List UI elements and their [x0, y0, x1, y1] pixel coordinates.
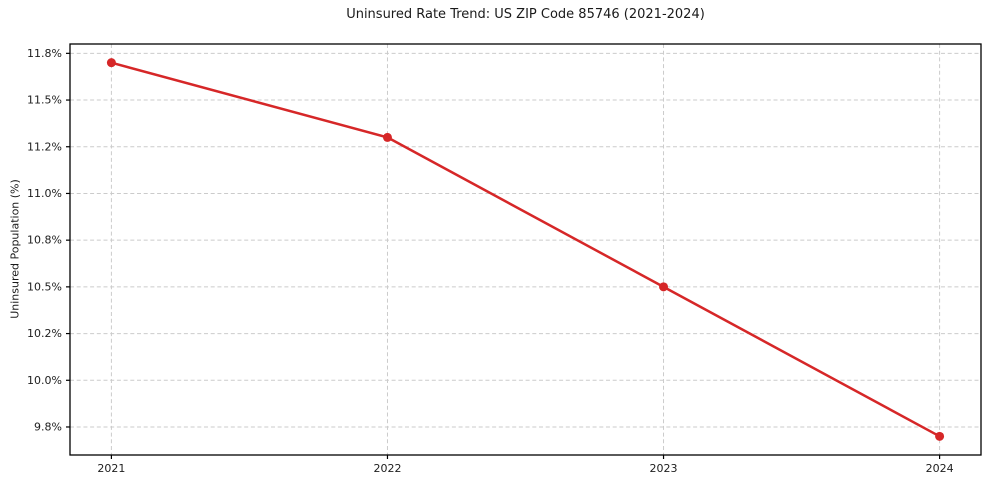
chart-title: Uninsured Rate Trend: US ZIP Code 85746 …	[346, 7, 705, 22]
y-tick-label: 10.5%	[27, 280, 62, 293]
x-tick-label: 2022	[373, 462, 401, 475]
x-tick-label: 2023	[650, 462, 678, 475]
y-tick-label: 11.2%	[27, 140, 62, 153]
y-tick-label: 11.0%	[27, 187, 62, 200]
y-tick-label: 10.2%	[27, 327, 62, 340]
data-point-2022	[382, 132, 392, 142]
y-tick-label: 11.5%	[27, 94, 62, 107]
data-point-2023	[659, 282, 669, 292]
y-tick-label: 11.8%	[27, 47, 62, 60]
trend-line	[110, 61, 941, 438]
y-tick-label: 10.8%	[27, 234, 62, 247]
y-tick-label: 9.8%	[34, 420, 62, 433]
axes-border	[69, 43, 982, 456]
x-tick-label: 2024	[926, 462, 954, 475]
x-tick-label: 2021	[97, 462, 125, 475]
y-tick-label: 10.0%	[27, 374, 62, 387]
data-point-2024	[935, 431, 945, 441]
data-point-2021	[106, 58, 116, 68]
